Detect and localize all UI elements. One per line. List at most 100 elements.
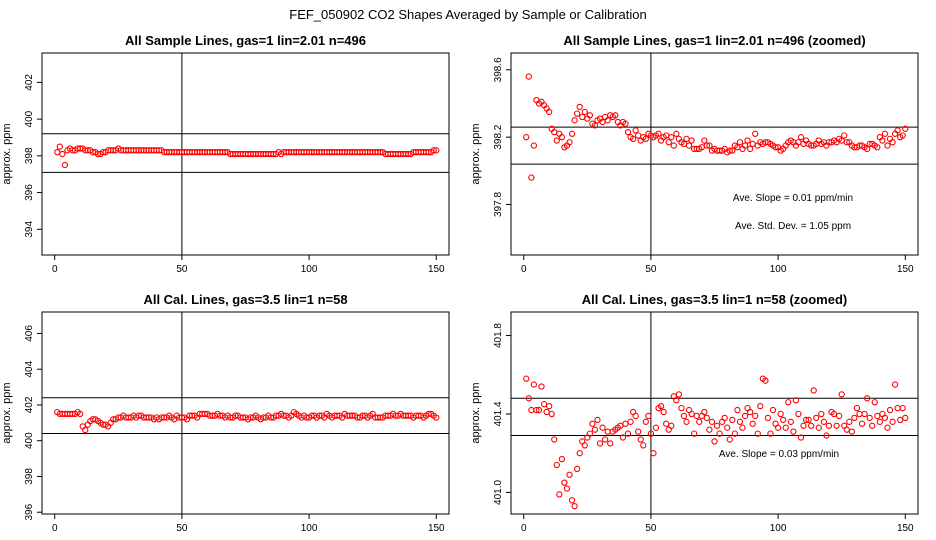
data-point [802, 416, 810, 424]
data-point [713, 422, 721, 429]
data-point [902, 414, 909, 422]
data-point [696, 418, 703, 425]
data-point [571, 503, 578, 510]
data-point [729, 147, 736, 154]
data-point [889, 418, 896, 425]
plot-frame [510, 311, 919, 515]
data-point [843, 139, 850, 146]
x-tick-label: 0 [521, 264, 527, 275]
data-point [739, 424, 746, 431]
x-tick-label: 150 [897, 264, 914, 275]
data-point [548, 410, 555, 418]
data-point [703, 142, 711, 149]
chart-panel-4: All Cal. Lines, gas=3.5 lin=1 n=58 (zoom… [470, 292, 919, 534]
data-point [726, 147, 733, 154]
x-tick-label: 50 [176, 523, 188, 534]
y-tick-label: 406 [24, 325, 35, 342]
data-point [637, 436, 644, 443]
data-point [538, 383, 545, 390]
data-point [568, 497, 576, 504]
panel-title: All Sample Lines, gas=1 lin=2.01 n=496 [125, 33, 366, 48]
data-point [59, 150, 66, 158]
data-point [780, 416, 787, 424]
data-point [594, 416, 601, 424]
data-point [660, 408, 667, 416]
data-point [792, 397, 800, 404]
data-point [752, 412, 759, 420]
data-point [523, 375, 530, 382]
x-tick-label: 50 [645, 523, 657, 534]
data-point [902, 125, 909, 132]
data-point [533, 406, 540, 414]
data-point [708, 418, 716, 425]
data-point [624, 430, 632, 437]
data-point [650, 450, 657, 457]
data-point [691, 430, 698, 437]
data-point [647, 430, 655, 437]
data-point [640, 442, 647, 449]
y-axis-label: approx. ppm [1, 123, 13, 184]
data-point [838, 391, 845, 398]
data-point [703, 414, 711, 422]
data-point [576, 450, 583, 457]
data-point [805, 416, 812, 424]
x-tick-label: 150 [428, 264, 445, 275]
data-point [523, 134, 530, 141]
data-point [754, 430, 761, 437]
data-point [530, 142, 538, 149]
annotation-text: Ave. Std. Dev. = 1.05 ppm [735, 221, 851, 232]
data-point [632, 412, 639, 420]
data-point [683, 418, 690, 425]
data-point [553, 137, 560, 144]
data-point [622, 120, 629, 127]
data-point [879, 137, 886, 144]
data-point [61, 161, 69, 169]
data-point [764, 414, 772, 422]
data-point [863, 395, 871, 402]
data-point [77, 410, 84, 418]
data-point [645, 412, 652, 420]
y-tick-label: 394 [24, 221, 35, 238]
data-point [746, 408, 754, 416]
y-tick-label: 396 [24, 184, 35, 201]
y-tick-label: 400 [24, 110, 35, 127]
annotation-text: Ave. Slope = 0.01 ppm/min [733, 193, 853, 204]
data-point [586, 430, 594, 437]
data-point [813, 414, 820, 422]
data-point [795, 410, 802, 418]
data-point [724, 424, 731, 431]
data-point [897, 416, 904, 424]
data-point [899, 132, 906, 139]
data-point [591, 426, 599, 433]
data-point [622, 420, 629, 427]
data-point [848, 428, 856, 435]
data-point [797, 134, 805, 141]
data-point [596, 440, 604, 447]
data-point [576, 103, 583, 111]
x-tick-label: 100 [770, 264, 787, 275]
data-point [871, 399, 878, 406]
data-point [642, 135, 649, 142]
data-point [632, 127, 639, 134]
data-point [701, 408, 708, 416]
data-point [591, 122, 599, 129]
data-point [785, 399, 792, 406]
data-point [800, 422, 807, 429]
data-point [726, 436, 733, 443]
y-tick-label: 404 [24, 360, 35, 377]
y-tick-label: 398.6 [493, 57, 504, 82]
chart-panel-1: All Sample Lines, gas=1 lin=2.01 n=496 ap… [1, 33, 450, 275]
data-point [566, 471, 573, 478]
data-point [825, 422, 833, 429]
data-point [629, 135, 637, 142]
data-point [752, 130, 759, 137]
chart-panel-2: All Sample Lines, gas=1 lin=2.01 n=496 (… [470, 33, 919, 275]
data-point [769, 406, 777, 414]
data-point [688, 410, 695, 418]
data-point [530, 381, 538, 388]
data-point [627, 418, 634, 425]
data-point [767, 430, 774, 437]
data-point [635, 428, 642, 435]
data-point [556, 491, 563, 498]
data-point [528, 174, 535, 181]
